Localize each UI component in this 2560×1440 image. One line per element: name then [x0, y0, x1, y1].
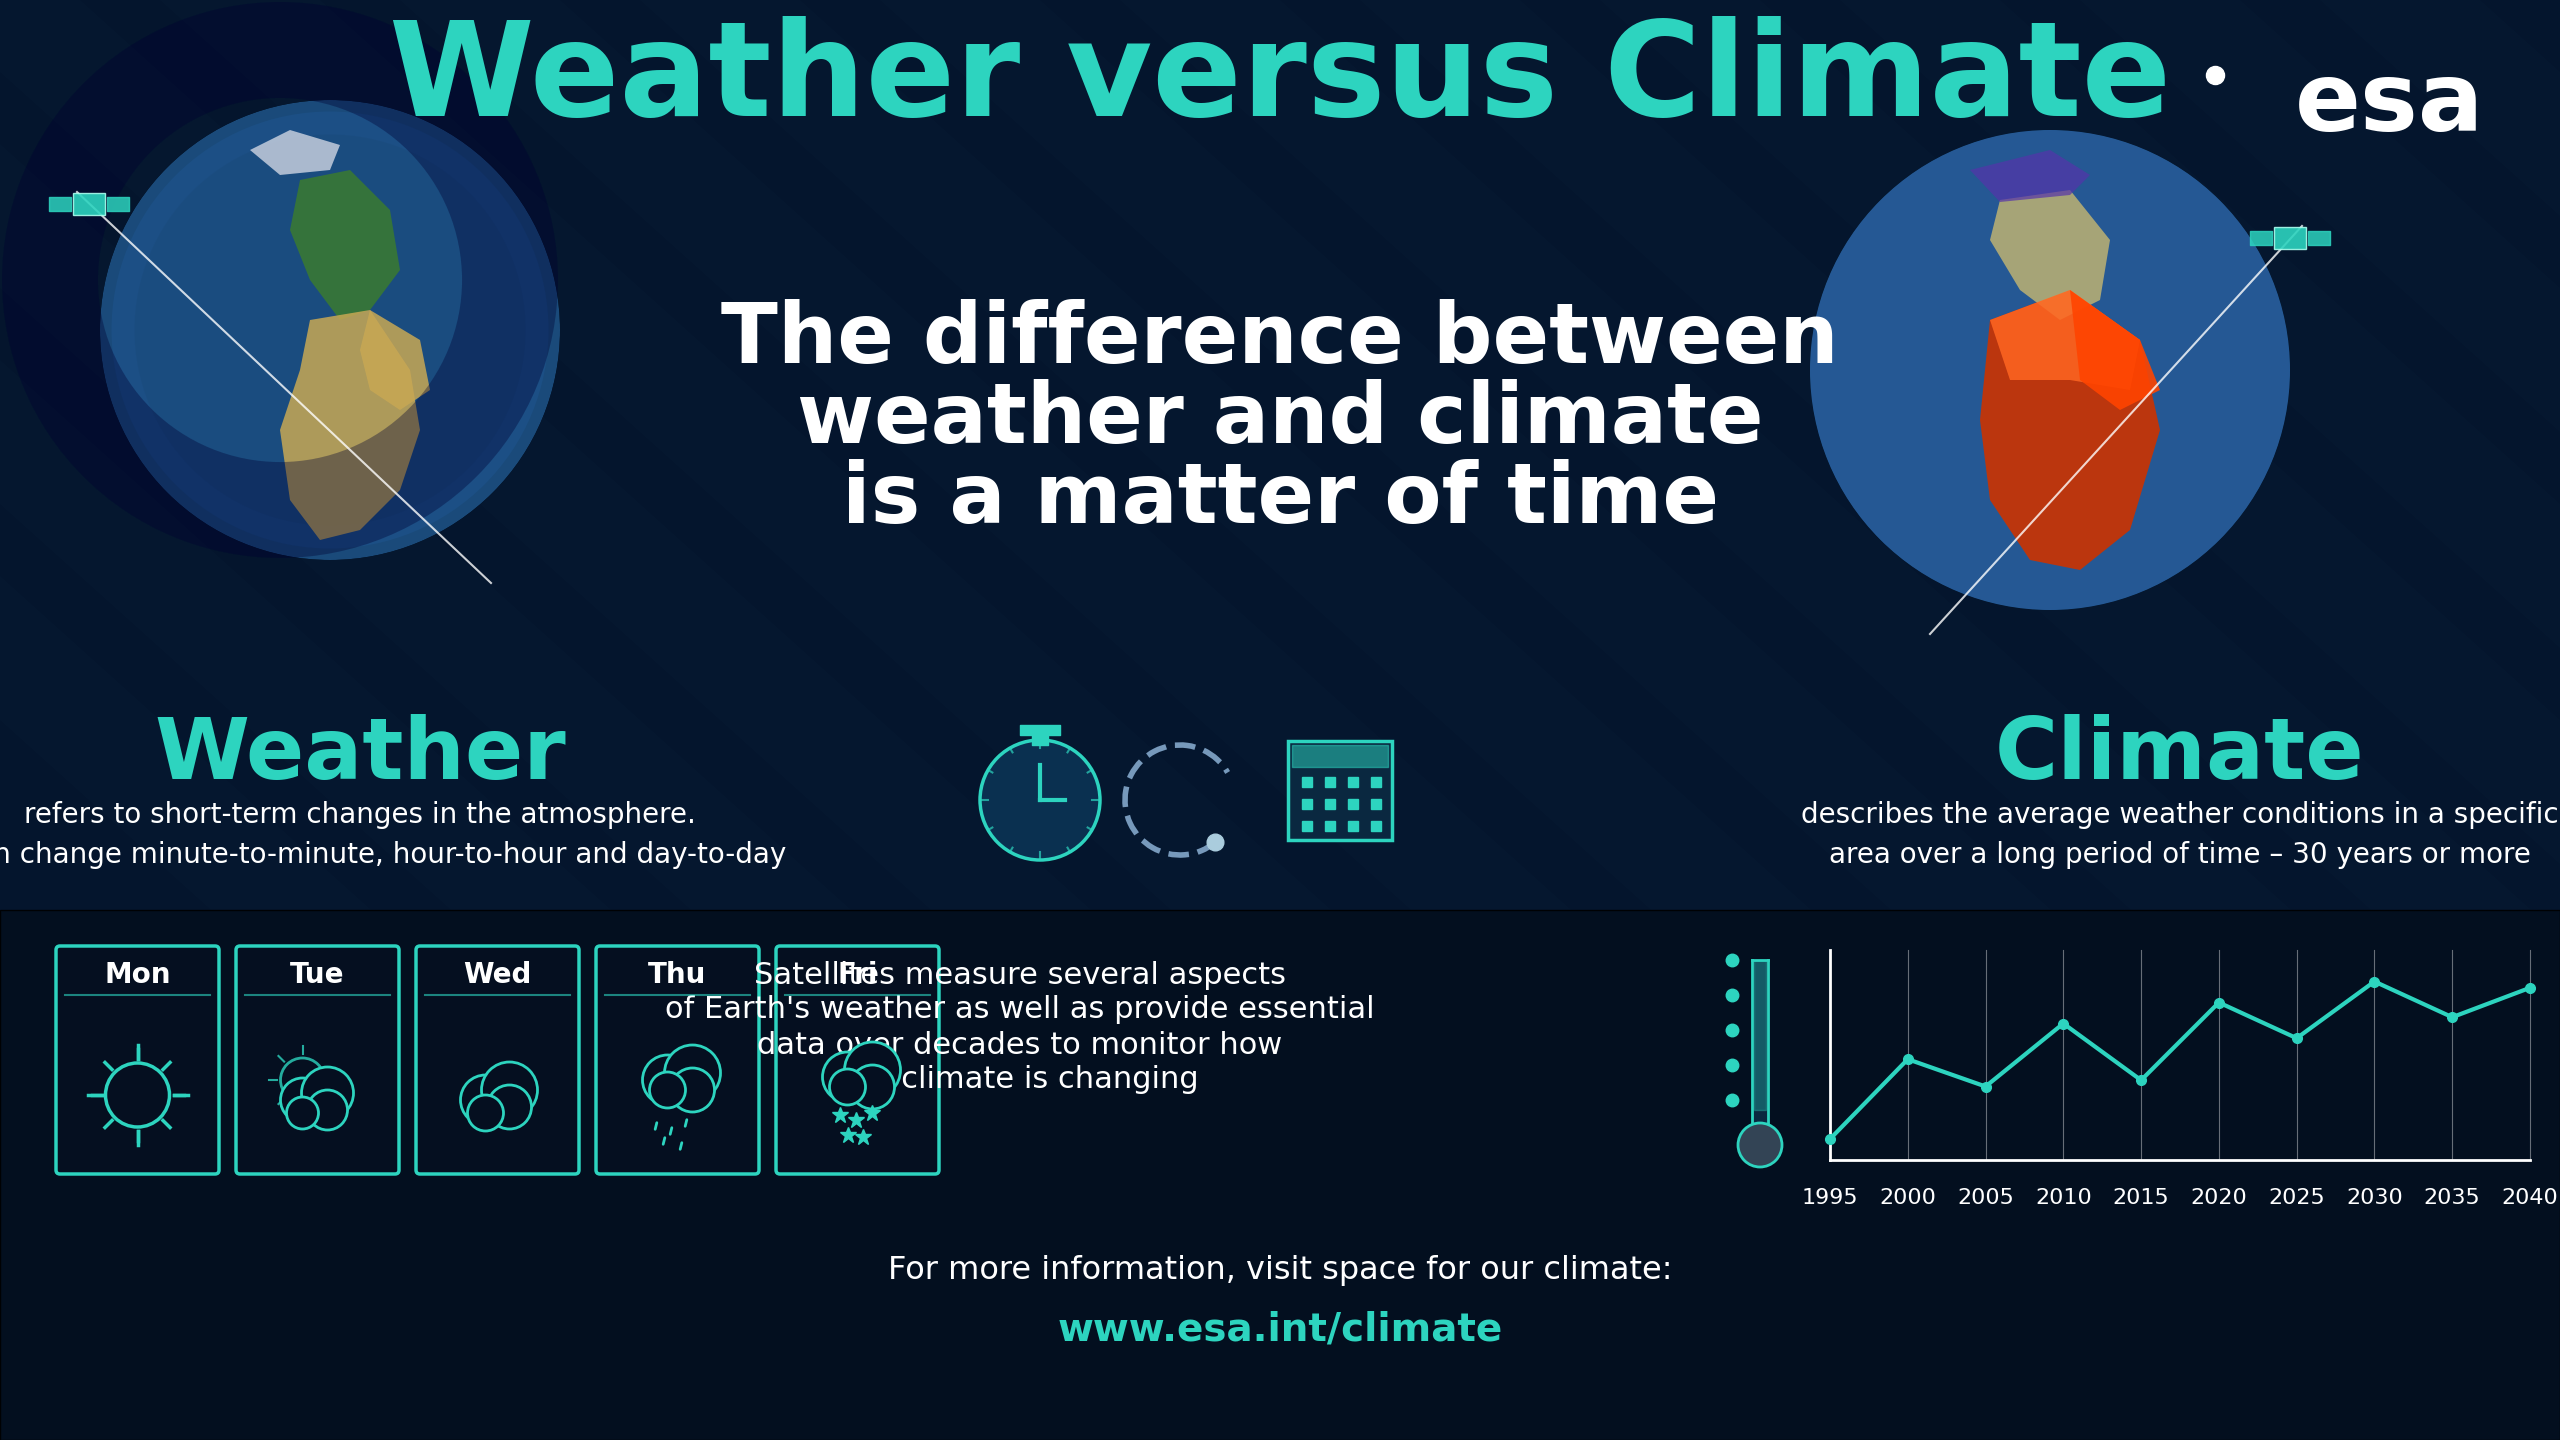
Circle shape [650, 1071, 686, 1107]
Polygon shape [2079, 0, 2560, 1440]
Text: Fri: Fri [837, 960, 878, 989]
Ellipse shape [2209, 35, 2391, 166]
Circle shape [829, 1068, 865, 1104]
Text: 2040: 2040 [2501, 1188, 2557, 1208]
Polygon shape [361, 310, 430, 410]
Polygon shape [2319, 0, 2560, 1440]
Polygon shape [0, 0, 1439, 1440]
FancyBboxPatch shape [415, 946, 579, 1174]
Text: of Earth's weather as well as provide essential: of Earth's weather as well as provide es… [666, 995, 1375, 1024]
Text: Weather versus Climate: Weather versus Climate [389, 16, 2171, 144]
Polygon shape [1971, 150, 2089, 202]
Polygon shape [0, 0, 960, 1440]
Text: data over decades to monitor how: data over decades to monitor how [758, 1031, 1283, 1060]
Circle shape [100, 99, 561, 560]
Text: 2010: 2010 [2035, 1188, 2092, 1208]
FancyBboxPatch shape [596, 946, 758, 1174]
Circle shape [666, 1045, 719, 1102]
FancyBboxPatch shape [72, 193, 105, 215]
Text: The difference between: The difference between [722, 300, 1838, 380]
Text: 2025: 2025 [2268, 1188, 2324, 1208]
Circle shape [1810, 130, 2291, 611]
Text: Tue: Tue [289, 960, 346, 989]
Text: refers to short-term changes in the atmosphere.: refers to short-term changes in the atmo… [23, 801, 696, 829]
Polygon shape [0, 0, 1201, 1440]
Text: Climate: Climate [1994, 713, 2365, 796]
Polygon shape [289, 170, 399, 320]
Text: weather and climate: weather and climate [796, 380, 1764, 461]
Polygon shape [1979, 289, 2161, 570]
Circle shape [643, 1056, 694, 1104]
Text: esa: esa [2296, 59, 2486, 151]
Text: 2020: 2020 [2191, 1188, 2248, 1208]
Polygon shape [640, 0, 2401, 1440]
Circle shape [822, 1053, 873, 1102]
FancyBboxPatch shape [0, 910, 2560, 1440]
Circle shape [468, 1094, 504, 1130]
Text: Thu: Thu [648, 960, 707, 989]
FancyBboxPatch shape [236, 946, 399, 1174]
Polygon shape [1989, 289, 2140, 390]
Text: area over a long period of time – 30 years or more: area over a long period of time – 30 yea… [1828, 841, 2532, 868]
Circle shape [287, 1097, 317, 1129]
Text: our climate is changing: our climate is changing [842, 1066, 1198, 1094]
Text: 2030: 2030 [2345, 1188, 2404, 1208]
Text: Satellites measure several aspects: Satellites measure several aspects [755, 960, 1285, 989]
Circle shape [461, 1076, 509, 1125]
Text: describes the average weather conditions in a specific: describes the average weather conditions… [1802, 801, 2560, 829]
Text: 1995: 1995 [1802, 1188, 1859, 1208]
Circle shape [671, 1068, 714, 1112]
FancyBboxPatch shape [2273, 228, 2307, 249]
Polygon shape [0, 0, 1679, 1440]
Circle shape [1738, 1123, 1782, 1166]
Polygon shape [1989, 190, 2109, 320]
Polygon shape [279, 310, 420, 540]
Polygon shape [251, 130, 340, 176]
Text: 2000: 2000 [1879, 1188, 1935, 1208]
Circle shape [307, 1090, 348, 1130]
Circle shape [486, 1084, 532, 1129]
Polygon shape [1841, 0, 2560, 1440]
Polygon shape [0, 720, 2560, 930]
Text: For more information, visit space for our climate:: For more information, visit space for ou… [888, 1254, 1672, 1286]
Polygon shape [1121, 0, 2560, 1440]
Circle shape [1810, 130, 2291, 611]
Circle shape [113, 111, 548, 549]
Circle shape [980, 740, 1101, 860]
Text: 2005: 2005 [1956, 1188, 2015, 1208]
Polygon shape [159, 0, 1920, 1440]
FancyBboxPatch shape [56, 946, 220, 1174]
FancyBboxPatch shape [0, 0, 2560, 750]
Text: 2035: 2035 [2424, 1188, 2481, 1208]
Circle shape [845, 1043, 901, 1097]
FancyBboxPatch shape [776, 946, 940, 1174]
Polygon shape [881, 0, 2560, 1440]
Text: www.esa.int/climate: www.esa.int/climate [1057, 1310, 1503, 1349]
Text: Weather: Weather [154, 713, 566, 796]
Polygon shape [399, 0, 2161, 1440]
Polygon shape [1600, 0, 2560, 1440]
Text: Wed: Wed [463, 960, 532, 989]
Circle shape [282, 1079, 325, 1122]
Polygon shape [1359, 0, 2560, 1440]
Circle shape [481, 1063, 538, 1117]
Circle shape [136, 134, 525, 526]
Text: 2015: 2015 [2112, 1188, 2168, 1208]
Text: is a matter of time: is a matter of time [842, 459, 1718, 540]
Text: It can change minute-to-minute, hour-to-hour and day-to-day: It can change minute-to-minute, hour-to-… [0, 841, 786, 868]
Circle shape [850, 1066, 893, 1109]
Circle shape [302, 1067, 353, 1119]
FancyBboxPatch shape [1288, 740, 1393, 840]
Text: Mon: Mon [105, 960, 172, 989]
Polygon shape [2071, 289, 2161, 410]
